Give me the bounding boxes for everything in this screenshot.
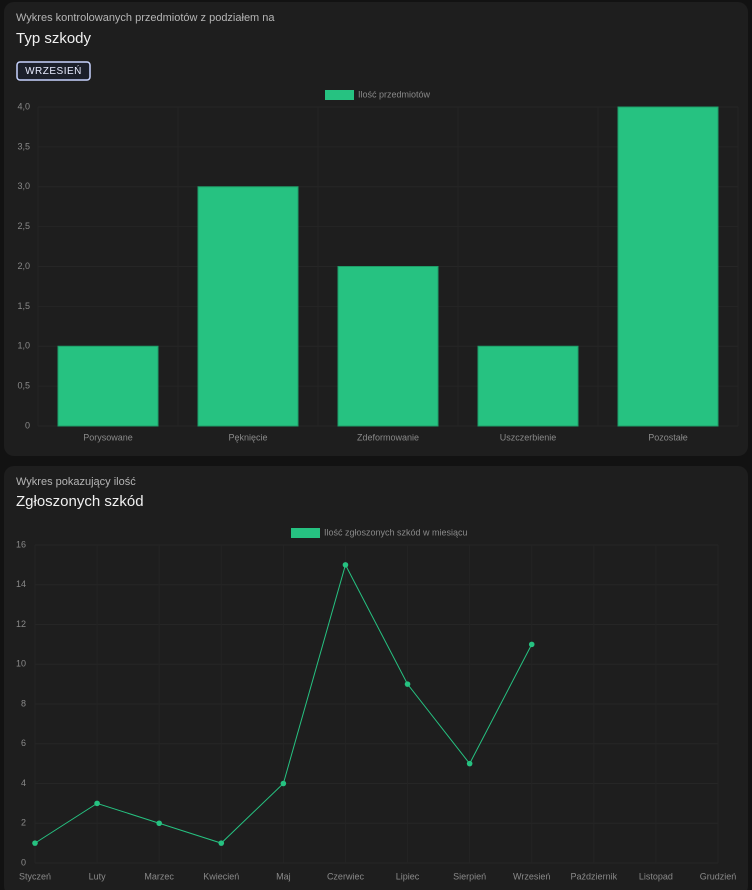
bar	[617, 106, 719, 427]
chart-subtitle: Wykres kontrolowanych przedmiotów z podz…	[16, 12, 275, 24]
y-tick-label: 1,5	[17, 301, 30, 311]
x-tick-label: Wrzesień	[513, 871, 550, 881]
legend-label: Ilość przedmiotów	[358, 89, 431, 99]
x-tick-label: Pęknięcie	[228, 432, 267, 442]
x-tick-label: Grudzień	[700, 871, 737, 881]
chart-title: Zgłoszonych szkód	[16, 493, 144, 510]
y-tick-label: 2,5	[17, 221, 30, 231]
x-tick-label: Luty	[89, 871, 107, 881]
legend-label: Ilość zgłoszonych szkód w miesiącu	[324, 527, 468, 537]
point	[404, 681, 411, 687]
card	[4, 466, 748, 890]
y-tick-label: 14	[16, 579, 26, 589]
legend-swatch	[325, 90, 354, 100]
card	[4, 2, 748, 456]
x-tick-label: Kwiecień	[203, 871, 239, 881]
y-tick-label: 3,0	[17, 181, 30, 191]
point	[528, 641, 535, 648]
filter-button[interactable]: WRZESIEŃ	[16, 61, 91, 81]
chart-subtitle: Wykres pokazujący ilość	[16, 476, 136, 488]
x-tick-label: Październik	[571, 871, 618, 881]
point	[156, 820, 162, 827]
x-tick-label: Zdeformowanie	[357, 432, 419, 442]
x-tick-label: Marzec	[144, 871, 174, 881]
point	[32, 840, 38, 846]
y-tick-label: 16	[16, 539, 26, 549]
bar	[477, 345, 579, 427]
x-tick-label: Uszczerbienie	[500, 432, 557, 442]
bar	[57, 345, 159, 427]
x-tick-label: Lipiec	[396, 871, 420, 881]
button-frame[interactable]	[16, 61, 91, 81]
y-tick-label: 1,0	[17, 341, 30, 351]
button-label[interactable]: WRZESIEŃ	[25, 64, 82, 77]
x-tick-label: Sierpień	[453, 871, 486, 881]
y-tick-label: 4	[21, 778, 26, 788]
y-tick-label: 4,0	[17, 101, 30, 111]
x-tick-label: Porysowane	[83, 432, 133, 442]
y-tick-label: 0	[21, 857, 26, 867]
bar	[197, 186, 299, 427]
y-tick-label: 10	[16, 659, 26, 669]
x-tick-label: Listopad	[639, 871, 673, 881]
point	[94, 800, 100, 807]
y-tick-label: 0	[25, 420, 30, 430]
chart-title: Typ szkody	[16, 30, 92, 47]
y-tick-label: 6	[21, 738, 26, 748]
point	[466, 760, 473, 767]
point	[342, 562, 349, 568]
point	[218, 840, 225, 846]
x-tick-label: Styczeń	[19, 871, 51, 881]
bar	[337, 266, 439, 427]
y-tick-label: 8	[21, 698, 26, 708]
y-tick-label: 3,5	[17, 141, 30, 151]
x-tick-label: Maj	[276, 871, 291, 881]
x-tick-label: Pozostałe	[648, 432, 688, 442]
y-tick-label: 2	[21, 818, 26, 828]
y-tick-label: 12	[16, 619, 26, 629]
point	[280, 780, 287, 787]
legend-swatch	[291, 528, 320, 538]
x-tick-label: Czerwiec	[327, 871, 365, 881]
y-tick-label: 2,0	[17, 261, 30, 271]
y-tick-label: 0,5	[17, 381, 30, 391]
